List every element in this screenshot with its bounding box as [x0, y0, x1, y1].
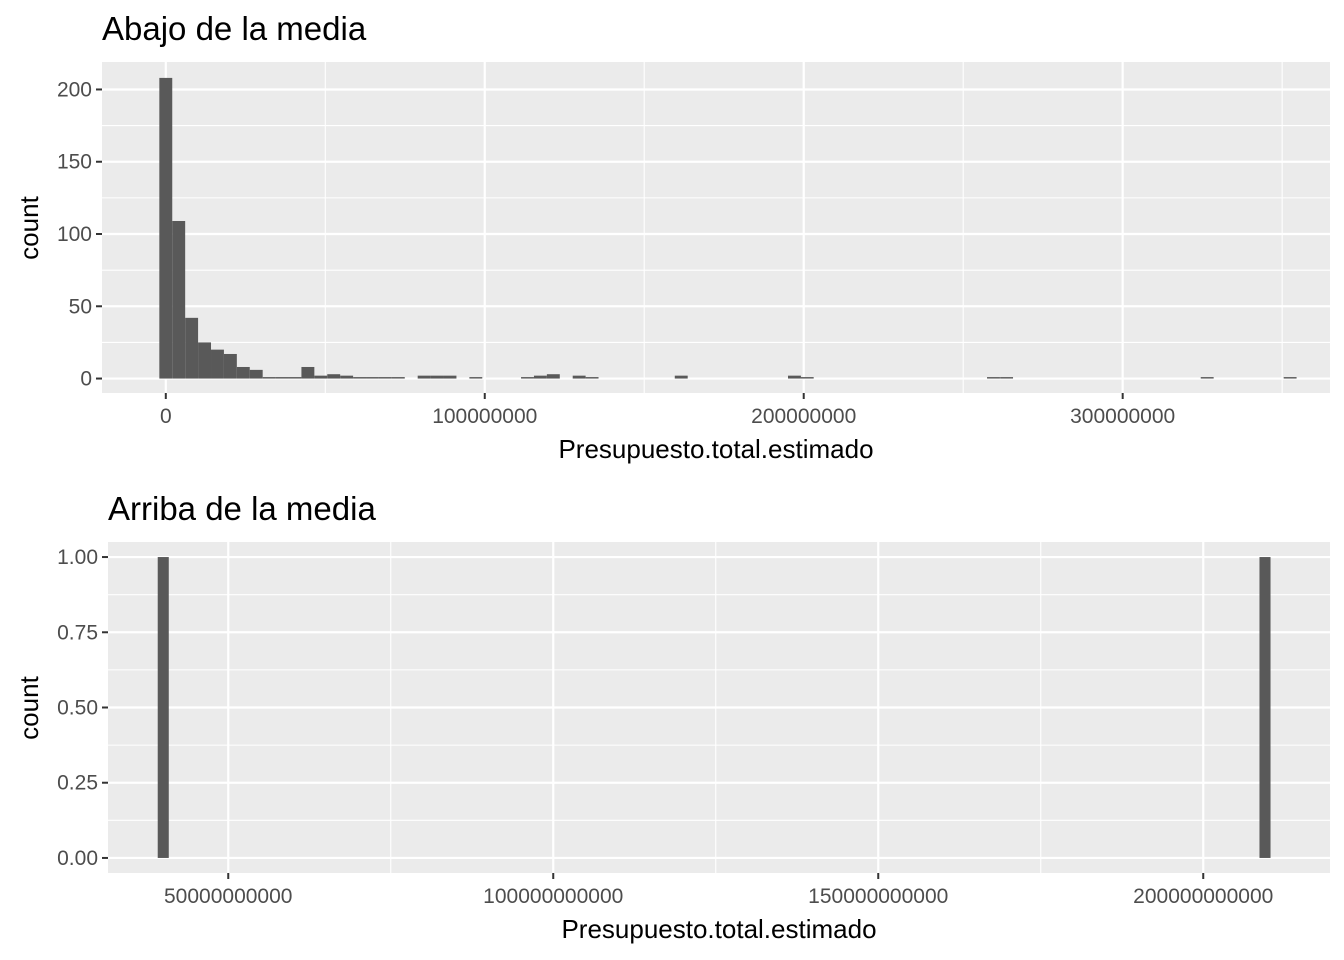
histogram-bar [314, 375, 328, 379]
x-tick-label: 0 [160, 405, 172, 428]
histogram-bar [185, 317, 199, 379]
y-tick-label: 0.25 [57, 772, 98, 795]
histogram-bar [378, 377, 392, 379]
histogram-bar [1200, 377, 1214, 379]
histogram-bar [572, 375, 586, 379]
chart-title: Arriba de la media [108, 490, 376, 527]
x-axis: 0 100000000 200000000 300000000 [160, 393, 1175, 428]
histogram-bar [1283, 377, 1297, 379]
x-tick-label: 200000000000 [1133, 885, 1273, 908]
x-tick-label: 300000000 [1070, 405, 1175, 428]
histogram-bar [546, 374, 560, 379]
histogram-bar [340, 375, 354, 379]
histogram-bar [288, 377, 302, 379]
plot-area [102, 62, 1330, 393]
grid [108, 542, 1330, 873]
y-axis-title: count [14, 675, 44, 739]
histogram-bar [236, 366, 250, 379]
x-tick-label: 200000000 [751, 405, 856, 428]
y-axis-title: count [14, 195, 44, 259]
histogram-bar [211, 349, 224, 379]
histogram-bar [223, 353, 237, 379]
histogram-panel-abajo: Abajo de la media 0 50 100 150 200 0 10000000… [14, 10, 1330, 464]
histogram-bar [585, 377, 599, 379]
x-axis: 50000000000 100000000000 150000000000 20000… [164, 873, 1273, 908]
histogram-bar [469, 377, 483, 379]
x-tick-label: 100000000 [432, 405, 537, 428]
histogram-bar [262, 377, 276, 379]
histogram-bar [788, 375, 801, 379]
histogram-bar [301, 366, 315, 379]
histogram-bar [327, 374, 341, 379]
histogram-bar [249, 369, 263, 379]
histogram-bar [198, 342, 212, 379]
histogram-bar [353, 377, 367, 379]
y-tick-label: 50 [69, 295, 92, 318]
y-tick-label: 0 [80, 368, 92, 391]
y-axis: 0 50 100 150 200 [57, 78, 102, 391]
x-tick-label: 50000000000 [164, 885, 292, 908]
histogram-bar [521, 377, 534, 379]
x-axis-title: Presupuesto.total.estimado [558, 434, 873, 464]
chart-title: Abajo de la media [102, 10, 367, 47]
histogram-bar [674, 375, 688, 379]
y-tick-label: 150 [57, 151, 92, 174]
histogram-bar [159, 77, 173, 379]
histogram-bar [430, 375, 444, 379]
histogram-bar [366, 377, 379, 379]
y-tick-label: 200 [57, 78, 92, 101]
histogram-bar [1000, 377, 1014, 379]
y-tick-label: 1.00 [57, 546, 98, 569]
histogram-bar [157, 557, 169, 858]
histogram-bar [1259, 557, 1271, 858]
y-tick-label: 100 [57, 223, 92, 246]
x-axis-title: Presupuesto.total.estimado [561, 914, 876, 944]
histogram-panel-arriba: Arriba de la media 0.000.250.500.751.00 … [14, 490, 1330, 944]
bars [159, 77, 1297, 379]
bars [157, 557, 1271, 858]
histogram-bar [533, 375, 547, 379]
histogram-bar [275, 377, 289, 379]
histogram-bar [417, 375, 431, 379]
histogram-bar [443, 375, 457, 379]
histogram-bar [391, 377, 405, 379]
y-tick-label: 0.00 [57, 847, 98, 870]
y-tick-label: 0.75 [57, 621, 98, 644]
histogram-bar [987, 377, 1000, 379]
x-tick-label: 150000000000 [808, 885, 948, 908]
histogram-bar [800, 377, 814, 379]
histogram-bar [172, 220, 186, 379]
y-axis: 0.00 0.25 0.50 0.75 1.00 [57, 546, 108, 870]
x-tick-label: 100000000000 [483, 885, 623, 908]
y-tick-label: 0.50 [57, 697, 98, 720]
